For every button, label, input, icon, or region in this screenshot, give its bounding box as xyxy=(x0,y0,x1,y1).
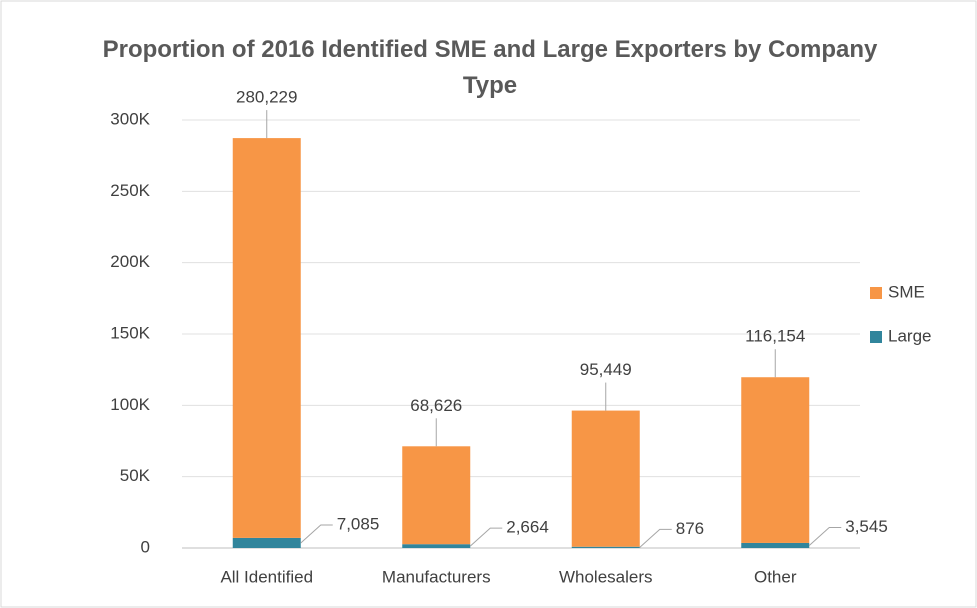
legend-swatch xyxy=(870,331,882,343)
leader-line xyxy=(469,527,503,547)
legend-label: SME xyxy=(888,282,925,301)
legend-swatch xyxy=(870,287,882,299)
bar-segment xyxy=(741,542,810,548)
x-tick-label: All Identified xyxy=(220,567,313,586)
data-label: 95,449 xyxy=(580,360,632,379)
leader-line xyxy=(639,528,672,548)
data-label: 116,154 xyxy=(745,327,805,346)
bar-segment xyxy=(571,546,640,548)
y-tick-label: 200K xyxy=(110,252,150,271)
y-tick-label: 0 xyxy=(141,537,150,556)
bar-segment xyxy=(741,377,810,543)
x-tick-label: Manufacturers xyxy=(382,567,491,586)
data-label: 876 xyxy=(676,519,704,538)
y-tick-label: 50K xyxy=(120,466,151,485)
chart-title: Proportion of 2016 Identified SME and La… xyxy=(102,36,878,99)
x-tick-label: Wholesalers xyxy=(559,567,653,586)
bar-segment xyxy=(232,138,301,538)
data-label: 2,664 xyxy=(506,518,549,537)
data-label: 3,545 xyxy=(845,517,888,536)
bar-segment xyxy=(232,537,301,548)
y-tick-label: 150K xyxy=(110,323,150,342)
data-label: 7,085 xyxy=(337,514,380,533)
data-label: 68,626 xyxy=(410,396,462,415)
y-tick-label: 300K xyxy=(110,109,150,128)
bar-segment xyxy=(402,544,471,548)
bar-segment xyxy=(402,446,471,545)
data-label: 280,229 xyxy=(236,88,297,107)
legend-label: Large xyxy=(888,326,931,345)
bar-segment xyxy=(571,410,640,547)
leader-line xyxy=(300,524,333,544)
leader-line xyxy=(808,526,842,546)
y-tick-label: 100K xyxy=(110,395,150,414)
y-tick-label: 250K xyxy=(110,181,150,200)
x-tick-label: Other xyxy=(754,567,797,586)
